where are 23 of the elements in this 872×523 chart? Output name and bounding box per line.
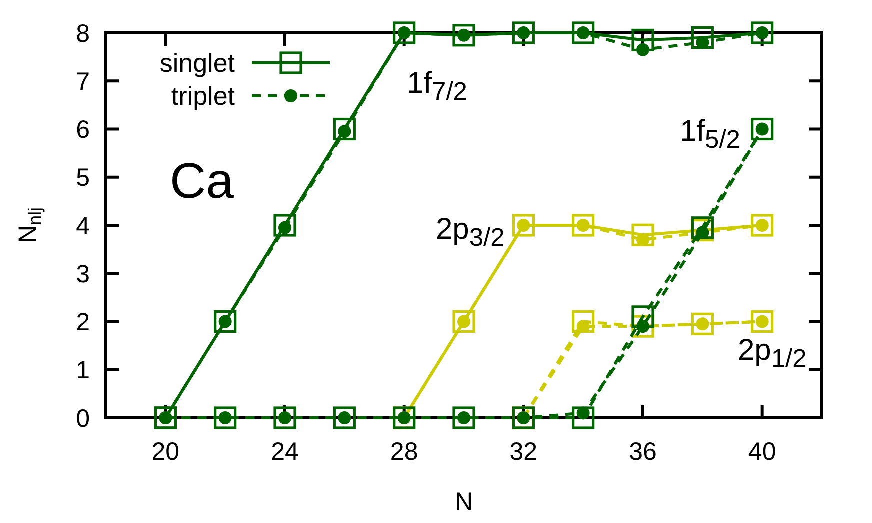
x-tick-label: 32 <box>510 438 538 466</box>
y-tick-label: 1 <box>76 356 90 385</box>
y-tick-label: 3 <box>76 260 90 288</box>
annotation: 2p$_{1/2}$ <box>738 334 807 372</box>
y-tick-label: 8 <box>76 20 90 48</box>
x-tick-label: 40 <box>748 438 776 466</box>
x-tick-label: 20 <box>152 438 180 466</box>
x-tick-label: 28 <box>390 438 418 466</box>
x-axis-title: N <box>454 488 474 516</box>
y-tick-label: 6 <box>76 116 90 144</box>
y-tick-label: 7 <box>76 68 90 96</box>
annotation: 1f$_{5/2}$ <box>680 115 740 154</box>
annotation: 1f$_{7/2}$ <box>407 67 468 106</box>
y-tick-label: 5 <box>76 164 90 192</box>
x-tick-label: 24 <box>271 438 299 466</box>
legend-label: triplet <box>171 81 236 112</box>
y-tick-label: 2 <box>76 308 90 336</box>
annotation: 2p$_{3/2}$ <box>436 213 505 252</box>
y-tick-label: 4 <box>76 212 90 240</box>
legend-label: singlet <box>160 48 236 78</box>
text: Ca <box>170 153 234 209</box>
y-tick-label: 0 <box>76 404 90 433</box>
x-tick-label: 36 <box>629 438 657 466</box>
